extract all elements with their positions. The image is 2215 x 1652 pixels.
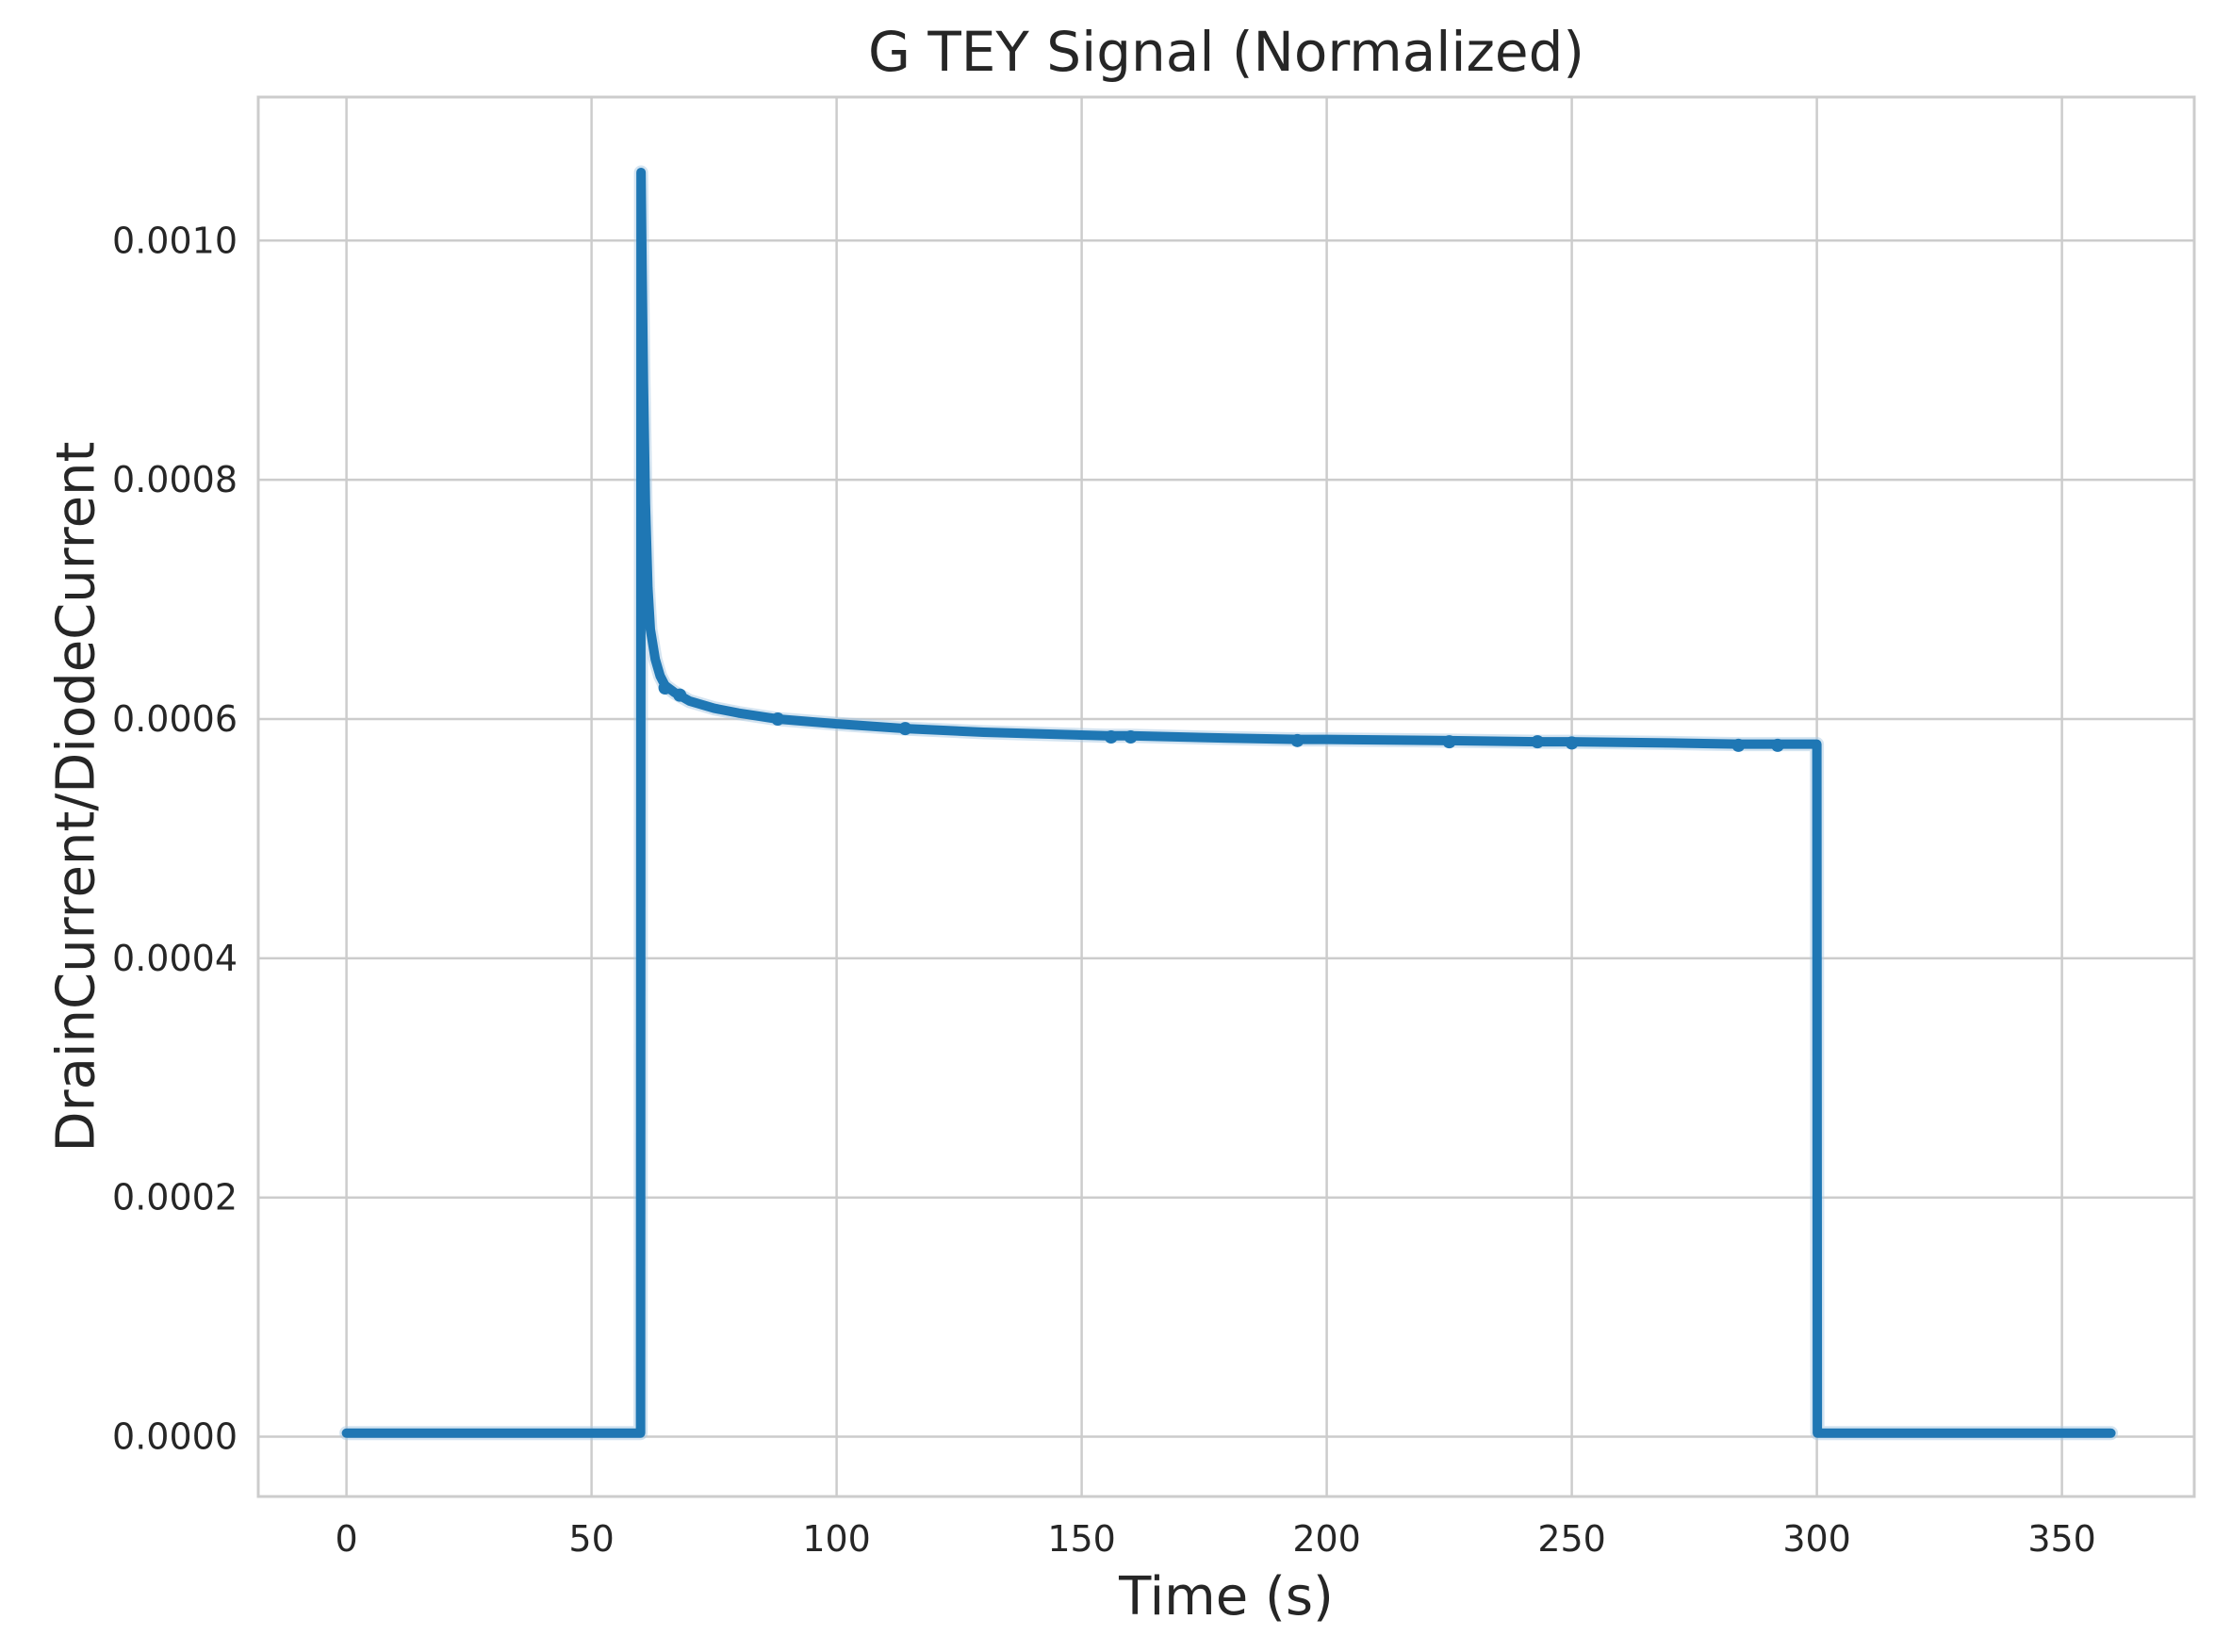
data-point [1442, 735, 1456, 749]
data-point [771, 712, 785, 726]
data-point [658, 681, 672, 695]
data-point [1565, 736, 1579, 750]
x-axis-title: Time (s) [1118, 1566, 1334, 1627]
grid [258, 97, 2194, 1497]
x-tick-label: 0 [336, 1518, 358, 1560]
data-point [1771, 738, 1784, 752]
plot-frame [256, 95, 2196, 1498]
x-tick-label: 250 [1537, 1518, 1606, 1560]
x-tick-label: 350 [2027, 1518, 2096, 1560]
x-tick-label: 300 [1782, 1518, 1851, 1560]
x-tick-label: 150 [1047, 1518, 1116, 1560]
x-axis-ticks: 0 50 100 150 200 250 300 350 [336, 1518, 2096, 1560]
data-point [1531, 735, 1545, 749]
chart-title: G TEY Signal (Normalized) [868, 20, 1584, 84]
data-point [1731, 738, 1746, 752]
y-tick-label: 0.0004 [112, 938, 238, 979]
data-point [898, 722, 912, 736]
data-point [1124, 730, 1138, 744]
y-axis-ticks: 0.0000 0.0002 0.0004 0.0006 0.0008 0.0010 [112, 220, 238, 1457]
y-tick-label: 0.0010 [112, 220, 238, 261]
x-tick-label: 200 [1292, 1518, 1361, 1560]
y-tick-label: 0.0000 [112, 1416, 238, 1458]
data-point [1104, 730, 1118, 744]
data-point [673, 688, 687, 702]
x-tick-label: 100 [802, 1518, 871, 1560]
y-axis-title: DrainCurrent/DiodeCurrent [46, 442, 107, 1153]
x-tick-label: 50 [568, 1518, 614, 1560]
series-line [341, 167, 2116, 1438]
y-tick-label: 0.0006 [112, 698, 238, 740]
y-tick-label: 0.0008 [112, 459, 238, 500]
data-point [1290, 733, 1304, 747]
y-tick-label: 0.0002 [112, 1177, 238, 1219]
series-layer [339, 165, 2119, 1441]
